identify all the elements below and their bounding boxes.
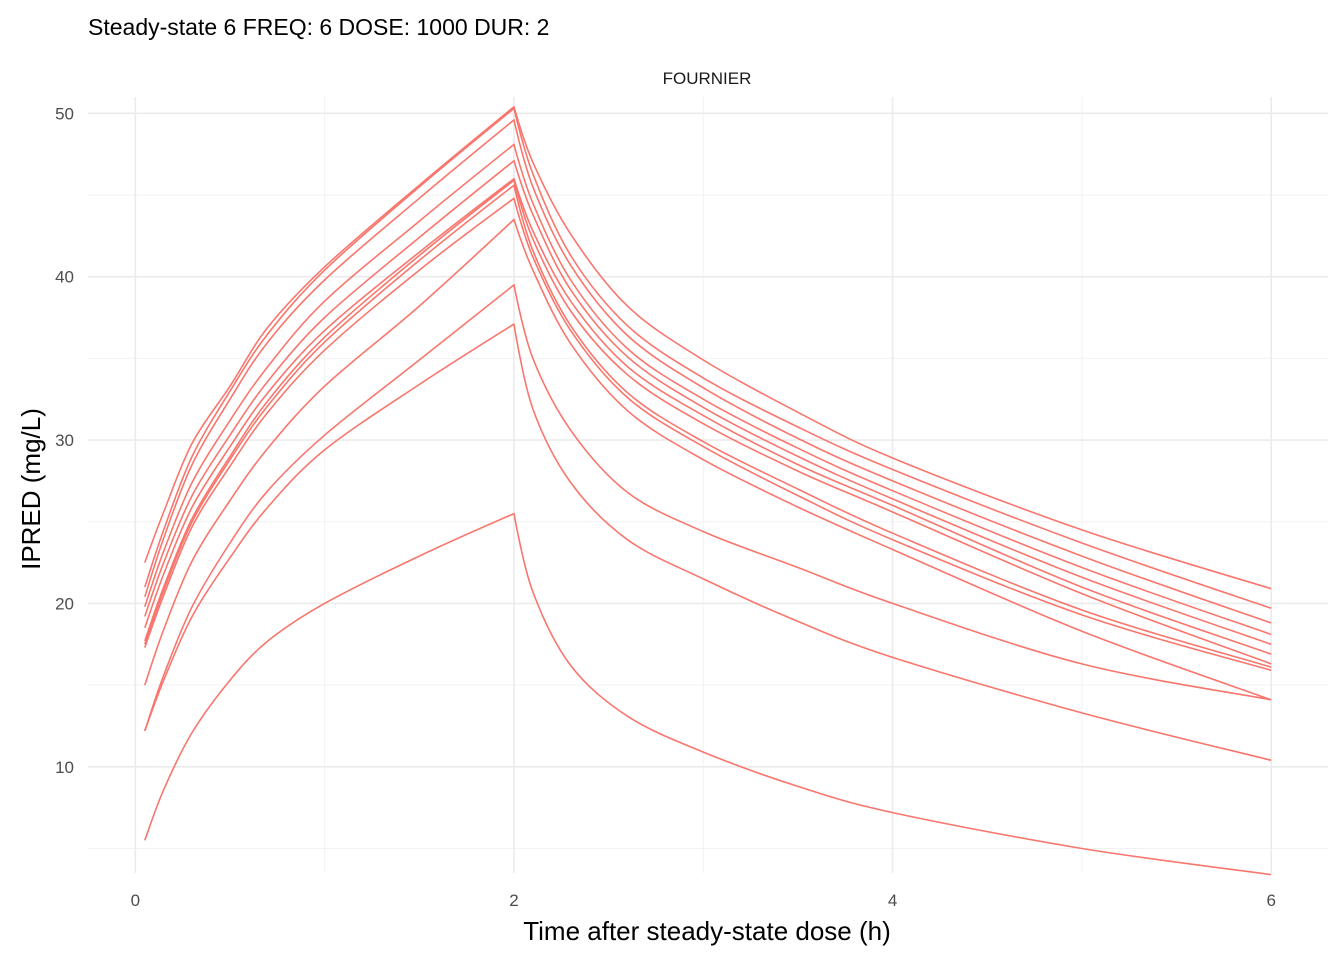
y-tick-label: 30 [55,431,74,450]
y-tick-label: 50 [55,104,74,123]
series-line-13 [144,512,1272,876]
y-axis-ticks: 10 20 30 40 50 [55,104,74,776]
series-line-12 [144,323,1272,762]
y-tick-label: 10 [55,758,74,777]
series-line-9 [144,197,1272,672]
series-line-1 [144,106,1272,590]
series-line-5 [144,159,1272,646]
x-tick-label: 4 [888,891,897,910]
y-tick-label: 40 [55,268,74,287]
x-tick-label: 6 [1266,891,1275,910]
series-line-6 [144,177,1272,655]
x-tick-label: 0 [131,891,140,910]
series-line-4 [144,143,1272,636]
plot-panel [88,97,1328,876]
x-axis-title: Time after steady-state dose (h) [523,916,891,946]
series-line-7 [144,179,1272,665]
grid [88,97,1328,873]
series-line-10 [144,218,1272,701]
plot-title: Steady-state 6 FREQ: 6 DOSE: 1000 DUR: 2 [88,14,549,40]
y-axis-title: IPRED (mg/L) [16,408,46,570]
x-tick-label: 2 [509,891,518,910]
facet-label: FOURNIER [663,69,752,88]
series-line-11 [144,284,1272,732]
series-line-3 [144,119,1272,624]
series-line-2 [144,107,1272,610]
series-line-8 [144,184,1272,668]
series-lines [144,106,1272,876]
y-tick-label: 20 [55,594,74,613]
x-axis-ticks: 0 2 4 6 [131,891,1276,910]
